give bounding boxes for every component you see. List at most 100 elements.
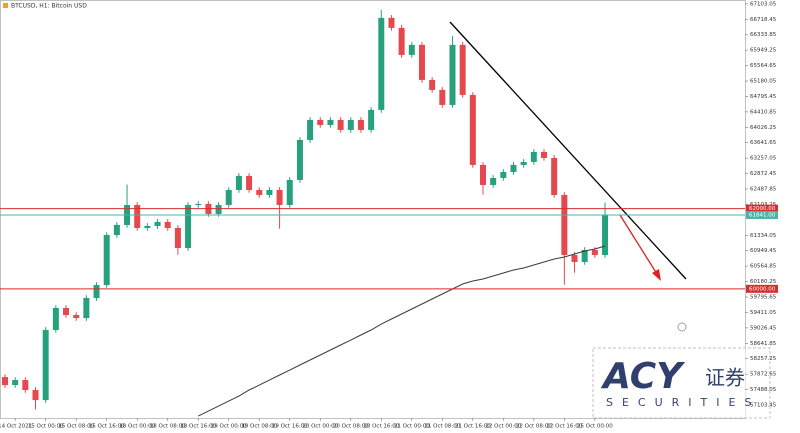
x-tick-label: 22 Oct 00:00 [485, 424, 521, 430]
x-tick-label: 19 Oct 00:00 [211, 424, 247, 430]
candle-body [195, 203, 202, 205]
x-tick-label: 19 Oct 16:00 [272, 424, 308, 430]
level-tag [746, 210, 778, 219]
candle-body [266, 189, 273, 195]
trend-line [449, 21, 687, 280]
level-tag [746, 204, 778, 213]
x-tick-label: 20 Oct 16:00 [363, 424, 399, 430]
y-tick-label: 67103.05 [750, 1, 777, 7]
candle-body [571, 255, 578, 262]
rotate-handle [677, 322, 687, 332]
candle-body [2, 377, 8, 386]
y-tick-label: 59411.05 [750, 310, 777, 316]
candle-body [296, 139, 303, 180]
y-tick-label: 57872.65 [750, 372, 777, 378]
x-tick-label: 15 Oct 00:00 [28, 424, 64, 430]
y-tick-label: 61334.05 [750, 233, 777, 239]
x-tick-label: 20 Oct 00:00 [302, 424, 338, 430]
y-tick-label: 62872.45 [750, 171, 777, 177]
candle-body [235, 175, 242, 190]
candle-body [174, 227, 181, 248]
x-tick-label: 22 Oct 08:00 [516, 424, 552, 430]
candle-body [357, 119, 364, 130]
y-tick-label: 64795.45 [750, 94, 777, 100]
y-tick-label: 60949.45 [750, 248, 777, 254]
y-tick-label: 64410.85 [750, 109, 777, 115]
y-tick-label: 65180.05 [750, 79, 777, 85]
y-tick-label: 65564.65 [750, 63, 777, 69]
x-tick-label: 21 Oct 08:00 [424, 424, 460, 430]
arrow-head [652, 269, 661, 281]
x-tick-label: 21 Oct 00:00 [394, 424, 430, 430]
moving-average [197, 245, 606, 417]
y-tick-label: 64026.25 [750, 125, 777, 131]
candle-body [317, 119, 324, 125]
forecast-arrow [619, 214, 658, 275]
candle-body [307, 119, 314, 140]
level-tag [746, 284, 778, 293]
candle-body [327, 119, 334, 125]
candle-body [510, 164, 517, 172]
candle-body [602, 214, 609, 256]
candle-body [276, 189, 283, 205]
x-tick-label: 20 Oct 08:00 [333, 424, 369, 430]
x-tick-label: 18 Oct 08:00 [150, 424, 186, 430]
x-tick-label: 18 Oct 00:00 [119, 424, 155, 430]
candle-body [429, 79, 436, 90]
x-tick-label: 19 Oct 08:00 [241, 424, 277, 430]
candle-body [154, 221, 161, 226]
x-tick-label: 21 Oct 16:00 [455, 424, 491, 430]
level-label: 62000.00 [749, 206, 776, 212]
candle-body [73, 315, 80, 319]
candle-body [225, 189, 232, 205]
y-tick-label: 60180.25 [750, 279, 777, 285]
candle-body [439, 89, 446, 105]
candle-body [581, 249, 588, 262]
candle-body [368, 109, 375, 130]
brand-cn: 证券 [705, 366, 745, 390]
candle-body [520, 161, 527, 165]
candle-body [388, 17, 395, 28]
y-tick-label: 57488.05 [750, 387, 777, 393]
level-label: 60000.00 [749, 286, 776, 292]
candle-body [144, 225, 151, 228]
watermark-frame [592, 347, 771, 419]
candle-body [551, 157, 558, 195]
marks [2, 10, 609, 417]
y-tick-label: 62487.85 [750, 187, 777, 193]
candle-body [347, 119, 354, 130]
candle-body [113, 224, 120, 235]
y-tick-label: 58257.25 [750, 356, 777, 362]
candle-body [83, 298, 90, 319]
brand: ACY [600, 356, 686, 397]
brand-sub: SECURITIES [606, 396, 760, 409]
candle-body [459, 44, 466, 95]
candle-body [398, 27, 405, 55]
candle-body [32, 390, 39, 401]
candle-body [63, 308, 70, 316]
x-tick-label: 14 Oct 2021 [0, 424, 32, 430]
candle-body [541, 151, 548, 158]
candle-body [22, 380, 29, 391]
y-tick-label: 66333.85 [750, 32, 777, 38]
candle-body [256, 189, 263, 195]
symbol-icon [3, 3, 8, 8]
candle-body [52, 308, 59, 331]
candle-body [246, 175, 253, 190]
candle-body [134, 204, 141, 228]
y-tick-label: 58641.85 [750, 341, 777, 347]
chart-title: BTCUSD, H1: Bitcoin USD [11, 3, 87, 10]
candle-body [500, 171, 507, 178]
candle-body [215, 204, 222, 214]
plot-frame [0, 0, 746, 419]
candle-body [286, 179, 293, 205]
level-label: 61841.00 [749, 212, 776, 218]
candle-body [418, 44, 425, 80]
watermark: ACY 证券 SECURITIES [592, 322, 771, 419]
candle-body [185, 204, 192, 248]
y-tick-label: 59795.65 [750, 295, 777, 301]
y-tick-label: 60564.85 [750, 264, 777, 270]
y-tick-label: 63257.05 [750, 156, 777, 162]
candle-body [408, 44, 415, 55]
